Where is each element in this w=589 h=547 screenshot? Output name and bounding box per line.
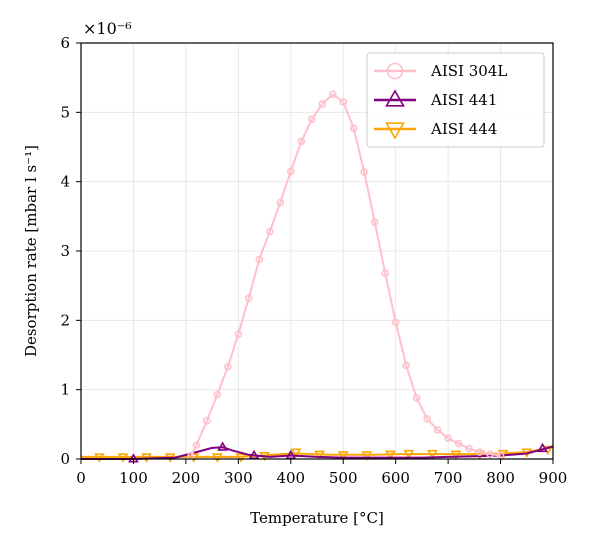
data-point bbox=[314, 450, 325, 460]
data-point bbox=[307, 115, 316, 124]
y-multiplier-label: ×10⁻⁶ bbox=[83, 19, 132, 38]
data-point bbox=[537, 442, 548, 453]
data-point bbox=[192, 441, 201, 449]
y-axis-label: Desorption rate [mbar l s⁻¹] bbox=[22, 145, 40, 357]
data-point bbox=[450, 450, 462, 460]
data-point bbox=[297, 137, 306, 146]
data-point bbox=[402, 361, 410, 370]
x-tick-label: 900 bbox=[539, 469, 568, 487]
legend-label: AISI 444 bbox=[430, 120, 497, 138]
data-point bbox=[381, 269, 389, 277]
y-tick-label: 1 bbox=[60, 381, 70, 399]
data-point bbox=[412, 394, 421, 402]
data-point bbox=[276, 198, 285, 207]
legend-marker bbox=[385, 89, 405, 107]
y-tick-label: 4 bbox=[60, 173, 70, 191]
data-point bbox=[339, 98, 348, 106]
series-0 bbox=[187, 90, 505, 460]
data-point bbox=[213, 390, 222, 399]
data-point bbox=[255, 255, 264, 264]
x-tick-label: 400 bbox=[276, 469, 305, 487]
legend-item: AISI 441 bbox=[374, 89, 497, 109]
x-tick-label: 300 bbox=[224, 469, 253, 487]
data-point bbox=[248, 449, 260, 460]
data-point bbox=[117, 453, 129, 463]
x-tick-label: 600 bbox=[381, 469, 410, 487]
data-point bbox=[391, 318, 400, 327]
data-point bbox=[328, 90, 337, 99]
data-point bbox=[444, 434, 452, 443]
data-point bbox=[211, 453, 223, 463]
data-point bbox=[318, 100, 327, 108]
data-point bbox=[385, 450, 396, 460]
data-point bbox=[370, 218, 379, 226]
data-point bbox=[203, 417, 211, 425]
data-point bbox=[265, 227, 274, 236]
plot-series bbox=[81, 90, 554, 463]
data-point bbox=[337, 451, 349, 461]
data-point bbox=[235, 453, 247, 463]
data-point bbox=[427, 449, 438, 460]
x-tick-label: 700 bbox=[434, 469, 463, 487]
data-point bbox=[349, 124, 358, 133]
data-point bbox=[285, 449, 297, 460]
data-point bbox=[224, 362, 232, 371]
data-point bbox=[433, 426, 442, 434]
data-point bbox=[403, 449, 415, 460]
legend-marker bbox=[385, 122, 405, 140]
y-tick-label: 3 bbox=[60, 242, 70, 260]
data-point bbox=[361, 451, 373, 461]
data-point bbox=[423, 414, 431, 423]
x-tick-label: 0 bbox=[76, 469, 86, 487]
legend-label: AISI 304L bbox=[430, 62, 507, 80]
data-point bbox=[286, 167, 295, 176]
x-tick-label: 500 bbox=[329, 469, 358, 487]
x-tick-label: 100 bbox=[119, 469, 148, 487]
legend: AISI 304L AISI 441 AISI 444 bbox=[366, 52, 545, 148]
data-point bbox=[234, 330, 243, 339]
legend-box bbox=[366, 52, 545, 148]
data-point bbox=[465, 444, 473, 453]
y-tick-label: 2 bbox=[60, 311, 70, 329]
y-tick-label: 6 bbox=[60, 34, 70, 52]
data-point bbox=[290, 448, 302, 458]
y-tick-label: 5 bbox=[60, 103, 70, 121]
data-point bbox=[454, 439, 463, 448]
legend-item: AISI 444 bbox=[374, 120, 497, 140]
data-point bbox=[245, 294, 253, 302]
series-line bbox=[190, 93, 501, 457]
x-tick-label: 800 bbox=[486, 469, 515, 487]
axis-ticks: 0 100 200 300 400 500 600 700 800 900 0 1 2 3 4 5 6 bbox=[60, 34, 567, 487]
data-point bbox=[486, 450, 494, 458]
data-point bbox=[360, 168, 369, 176]
data-point bbox=[475, 448, 484, 456]
x-tick-label: 200 bbox=[172, 469, 201, 487]
legend-marker bbox=[386, 62, 404, 80]
y-tick-label: 0 bbox=[60, 450, 70, 468]
legend-item: AISI 304L bbox=[374, 62, 507, 80]
data-point bbox=[93, 453, 105, 463]
legend-label: AISI 441 bbox=[430, 91, 497, 109]
data-point bbox=[217, 441, 228, 451]
x-axis-label: Temperature [°C] bbox=[250, 509, 384, 527]
